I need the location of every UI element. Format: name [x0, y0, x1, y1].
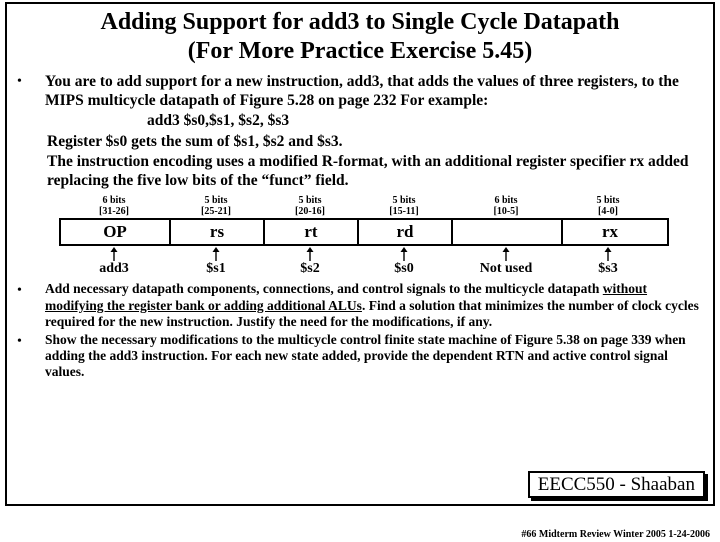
up-arrow-icon [561, 246, 655, 261]
bullet-2-body: Add necessary datapath components, conne… [45, 281, 703, 330]
bits-label: 5 bits[25-21] [169, 196, 263, 218]
bullet-1-p3: The instruction encoding uses a modified… [17, 152, 703, 191]
title-line-2: (For More Practice Exercise 5.45) [188, 38, 533, 64]
field-label: $s0 [357, 261, 451, 277]
bits-label: 5 bits[20-16] [263, 196, 357, 218]
bits-label: 5 bits[4-0] [561, 196, 655, 218]
field-label: $s2 [263, 261, 357, 277]
field-cell: OP [61, 220, 171, 244]
slide-frame: Adding Support for add3 to Single Cycle … [5, 2, 715, 506]
field-label: Not used [451, 261, 561, 277]
bullet-2: • Add necessary datapath components, con… [17, 281, 703, 330]
up-arrow-icon [451, 246, 561, 261]
field-row: OPrsrtrd rx [59, 218, 669, 246]
bullet-3-body: Show the necessary modifications to the … [45, 332, 703, 381]
bullet-1-p1: You are to add support for a new instruc… [45, 73, 679, 109]
field-cell: rx [563, 220, 657, 244]
up-arrow-icon [357, 246, 451, 261]
bits-header-row: 6 bits[31-26]5 bits[25-21]5 bits[20-16]5… [59, 196, 669, 218]
bullet-1-body: You are to add support for a new instruc… [45, 72, 703, 111]
bullet-1: • You are to add support for a new instr… [17, 72, 703, 111]
footer-box: EECC550 - Shaaban [528, 471, 705, 498]
bullet-marker: • [17, 72, 45, 111]
field-label: add3 [59, 261, 169, 277]
bullet-marker: • [17, 332, 45, 381]
field-cell: rd [359, 220, 453, 244]
footer-line: #66 Midterm Review Winter 2005 1-24-2006 [521, 529, 710, 540]
bits-label: 5 bits[15-11] [357, 196, 451, 218]
field-label: $s3 [561, 261, 655, 277]
bullet-2-a: Add necessary datapath components, conne… [45, 281, 603, 296]
bits-label: 6 bits[31-26] [59, 196, 169, 218]
field-cell: rs [171, 220, 265, 244]
label-row: add3$s1$s2$s0Not used$s3 [59, 261, 669, 277]
up-arrow-icon [59, 246, 169, 261]
up-arrow-icon [169, 246, 263, 261]
arrow-row [59, 246, 669, 261]
field-cell: rt [265, 220, 359, 244]
bullet-marker: • [17, 281, 45, 330]
bullet-1-p2: Register $s0 gets the sum of $s1, $s2 an… [17, 132, 703, 151]
field-label: $s1 [169, 261, 263, 277]
field-cell [453, 220, 563, 244]
slide-title: Adding Support for add3 to Single Cycle … [17, 8, 703, 66]
instruction-format-table: 6 bits[31-26]5 bits[25-21]5 bits[20-16]5… [59, 196, 669, 277]
example-line: add3 $s0,$s1, $s2, $s3 [17, 112, 703, 130]
bits-label: 6 bits[10-5] [451, 196, 561, 218]
title-line-1: Adding Support for add3 to Single Cycle … [101, 9, 620, 35]
up-arrow-icon [263, 246, 357, 261]
bullet-3: • Show the necessary modifications to th… [17, 332, 703, 381]
